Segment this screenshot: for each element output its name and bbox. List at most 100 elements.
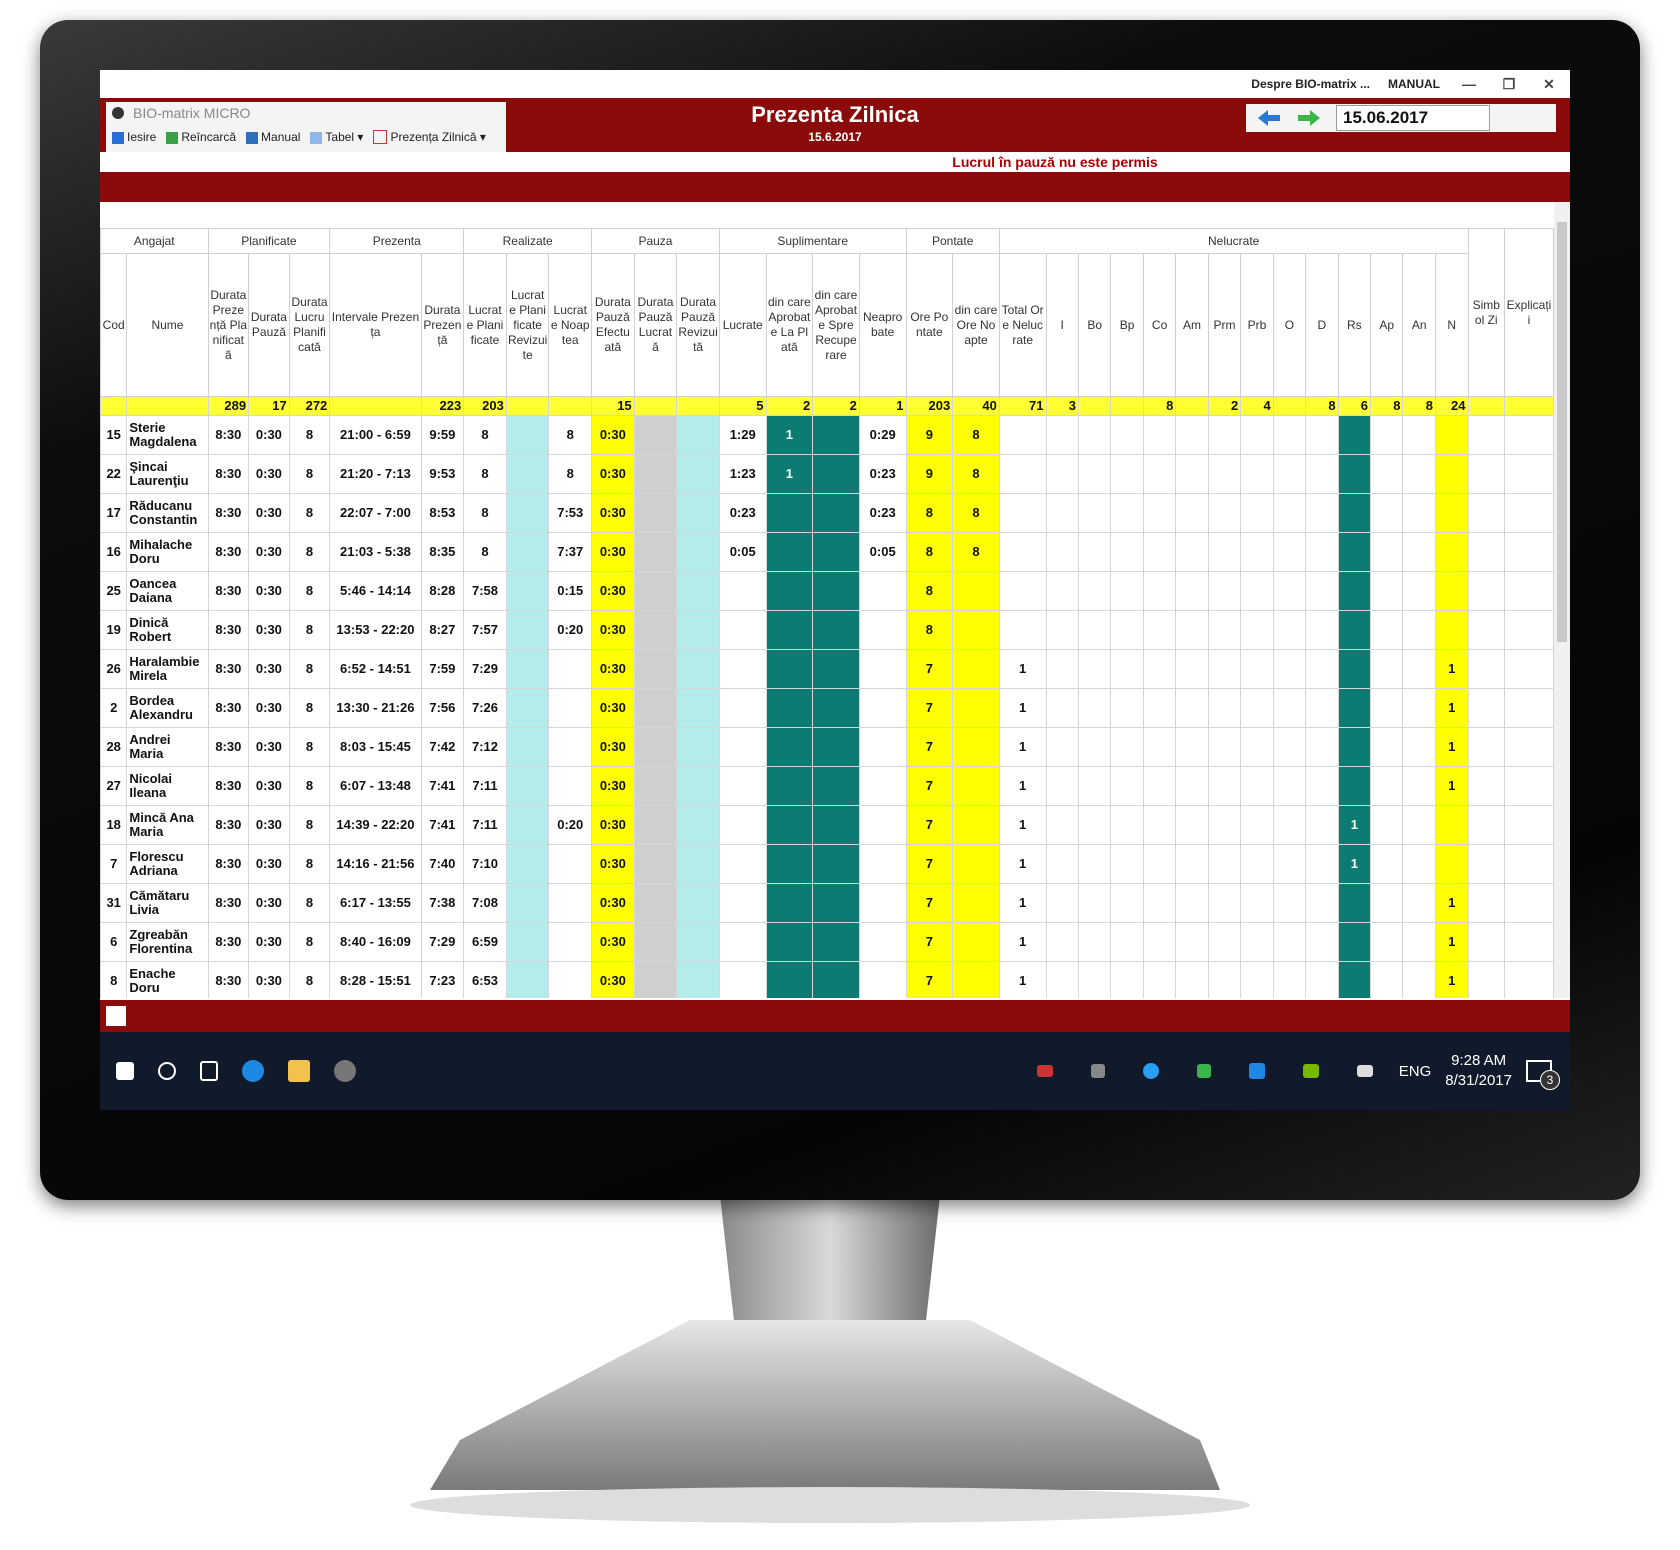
cell: [1504, 961, 1554, 998]
edge-icon[interactable]: [242, 1060, 264, 1082]
employee-row[interactable]: 15 Sterie Magdalena 8:30 0:30 8 21:00 - 6:59 9…: [100, 415, 1554, 455]
tray-icon[interactable]: [1090, 1064, 1105, 1078]
app-taskbar-icon[interactable]: [334, 1060, 356, 1082]
prev-day-button[interactable]: [1256, 109, 1282, 127]
task-view-button[interactable]: [200, 1061, 218, 1081]
cell: [1467, 805, 1506, 845]
data-cell: 1:29: [718, 415, 767, 455]
employee-row[interactable]: 6 Zgreabăn Florentina 8:30 0:30 8 8:40 - 16:0…: [100, 922, 1554, 962]
data-cell: 7: [905, 961, 954, 998]
cell: [812, 922, 860, 962]
cell: [633, 610, 678, 650]
cell: [1207, 571, 1242, 611]
data-cell: 1: [765, 454, 814, 494]
data-cell: 1: [998, 922, 1047, 962]
minimize-button[interactable]: —: [1462, 76, 1476, 92]
data-cell: 7: [905, 883, 954, 923]
cell: [1504, 922, 1554, 962]
data-cell: 8:30: [207, 610, 250, 650]
title-bar: Despre BIO-matrix ... MANUAL — ❐ ✕: [100, 70, 1570, 98]
clock[interactable]: 9:28 AM 8/31/2017: [1445, 1051, 1512, 1091]
total-cell: 203: [905, 396, 954, 416]
group-header: Prezenta: [329, 228, 465, 254]
data-cell: 7:59: [420, 649, 465, 689]
menu-reload[interactable]: Reîncarcă: [166, 130, 236, 144]
start-button[interactable]: [116, 1062, 134, 1080]
employee-row[interactable]: 19 Dinică Robert 8:30 0:30 8 13:53 - 22:20 8:2…: [100, 610, 1554, 650]
search-button[interactable]: [158, 1062, 176, 1080]
cell: [1045, 532, 1079, 572]
menu-manual[interactable]: Manual: [246, 130, 300, 144]
action-center[interactable]: 3: [1526, 1060, 1560, 1090]
employee-row[interactable]: 8 Enache Doru 8:30 0:30 8 8:28 - 15:51 7:23 6:5…: [100, 961, 1554, 998]
cell: [1305, 649, 1339, 689]
cell: [1467, 961, 1506, 998]
cell: [676, 493, 720, 533]
cell: [1045, 571, 1079, 611]
cell: [1045, 493, 1079, 533]
restore-button[interactable]: ❐: [1502, 75, 1516, 92]
scrollbar[interactable]: [1554, 202, 1570, 998]
column-header: Prm: [1207, 253, 1242, 397]
language[interactable]: ENG: [1398, 1062, 1432, 1080]
employee-row[interactable]: 28 Andrei Maria 8:30 0:30 8 8:03 - 15:45 7:42 7…: [100, 727, 1554, 767]
menu-label: Iesire: [127, 130, 157, 144]
cell: [1175, 396, 1209, 416]
menu-daily[interactable]: Prezența Zilnică ▾: [373, 130, 486, 145]
data-cell: 8: [952, 454, 1000, 494]
employee-row[interactable]: 2 Bordea Alexandru 8:30 0:30 8 13:30 - 21:26 7…: [100, 688, 1554, 728]
cell: [1402, 727, 1436, 767]
cell: [1142, 493, 1177, 533]
next-day-button[interactable]: [1296, 109, 1322, 127]
cell: [858, 571, 907, 611]
employee-row[interactable]: 17 Răducanu Constantin 8:30 0:30 8 22:07 - 7:…: [100, 493, 1554, 533]
employee-row[interactable]: 7 Florescu Adriana 8:30 0:30 8 14:16 - 21:56 7…: [100, 844, 1554, 884]
cell: [1175, 805, 1209, 845]
cell: [952, 805, 1000, 845]
about-link[interactable]: Despre BIO-matrix ...: [1251, 77, 1370, 91]
menu-exit[interactable]: Iesire: [112, 130, 156, 144]
cell: [1207, 493, 1242, 533]
cell: [858, 649, 907, 689]
employee-row[interactable]: 25 Oancea Daiana 8:30 0:30 8 5:46 - 14:14 8:28…: [100, 571, 1554, 611]
cell: [952, 922, 1000, 962]
cell: [952, 610, 1000, 650]
cell: [1504, 571, 1554, 611]
date-field[interactable]: 15.06.2017: [1336, 105, 1490, 131]
tray-icon[interactable]: [1196, 1064, 1211, 1078]
cell: [676, 922, 720, 962]
tray-icon[interactable]: [1142, 1063, 1159, 1079]
employee-row[interactable]: 22 Şincai Laurenţiu 8:30 0:30 8 21:20 - 7:13 9…: [100, 454, 1554, 494]
menu-label: Tabel: [325, 130, 355, 144]
employee-row[interactable]: 16 Mihalache Doru 8:30 0:30 8 21:03 - 5:38 8:3…: [100, 532, 1554, 572]
data-cell: 8: [548, 415, 593, 455]
cell: [505, 649, 550, 689]
cell: [812, 961, 860, 998]
cell: [1337, 883, 1372, 923]
data-cell: 1: [998, 688, 1047, 728]
menu-table[interactable]: Tabel ▾: [310, 130, 363, 144]
data-cell: 7:08: [463, 883, 507, 923]
data-cell: 0:30: [591, 454, 635, 494]
cell: [858, 805, 907, 845]
group-header: Pauza: [591, 228, 720, 254]
explorer-icon[interactable]: [288, 1060, 310, 1082]
tray-icon[interactable]: [1302, 1064, 1319, 1078]
employee-row[interactable]: 27 Nicolai Ileana 8:30 0:30 8 6:07 - 13:48 7:4…: [100, 766, 1554, 806]
employee-row[interactable]: 31 Cămătaru Livia 8:30 0:30 8 6:17 - 13:55 7:3…: [100, 883, 1554, 923]
cell: [1077, 727, 1112, 767]
employee-row[interactable]: 18 Mincă Ana Maria 8:30 0:30 8 14:39 - 22:20 7…: [100, 805, 1554, 845]
scroll-thumb[interactable]: [1557, 222, 1567, 642]
cell: [1207, 610, 1242, 650]
date: 8/31/2017: [1445, 1072, 1512, 1089]
cell: [718, 610, 767, 650]
tray-icon[interactable]: [1036, 1065, 1053, 1077]
data-cell: 8: [463, 532, 507, 572]
group-header: Suplimentare: [718, 228, 907, 254]
cell: [718, 922, 767, 962]
employee-row[interactable]: 26 Haralambie Mirela 8:30 0:30 8 6:52 - 14:51…: [100, 649, 1554, 689]
shadow: [410, 1487, 1250, 1523]
tray-icon[interactable]: [1356, 1065, 1373, 1077]
tray-icon[interactable]: [1248, 1063, 1265, 1079]
close-button[interactable]: ✕: [1543, 75, 1555, 92]
